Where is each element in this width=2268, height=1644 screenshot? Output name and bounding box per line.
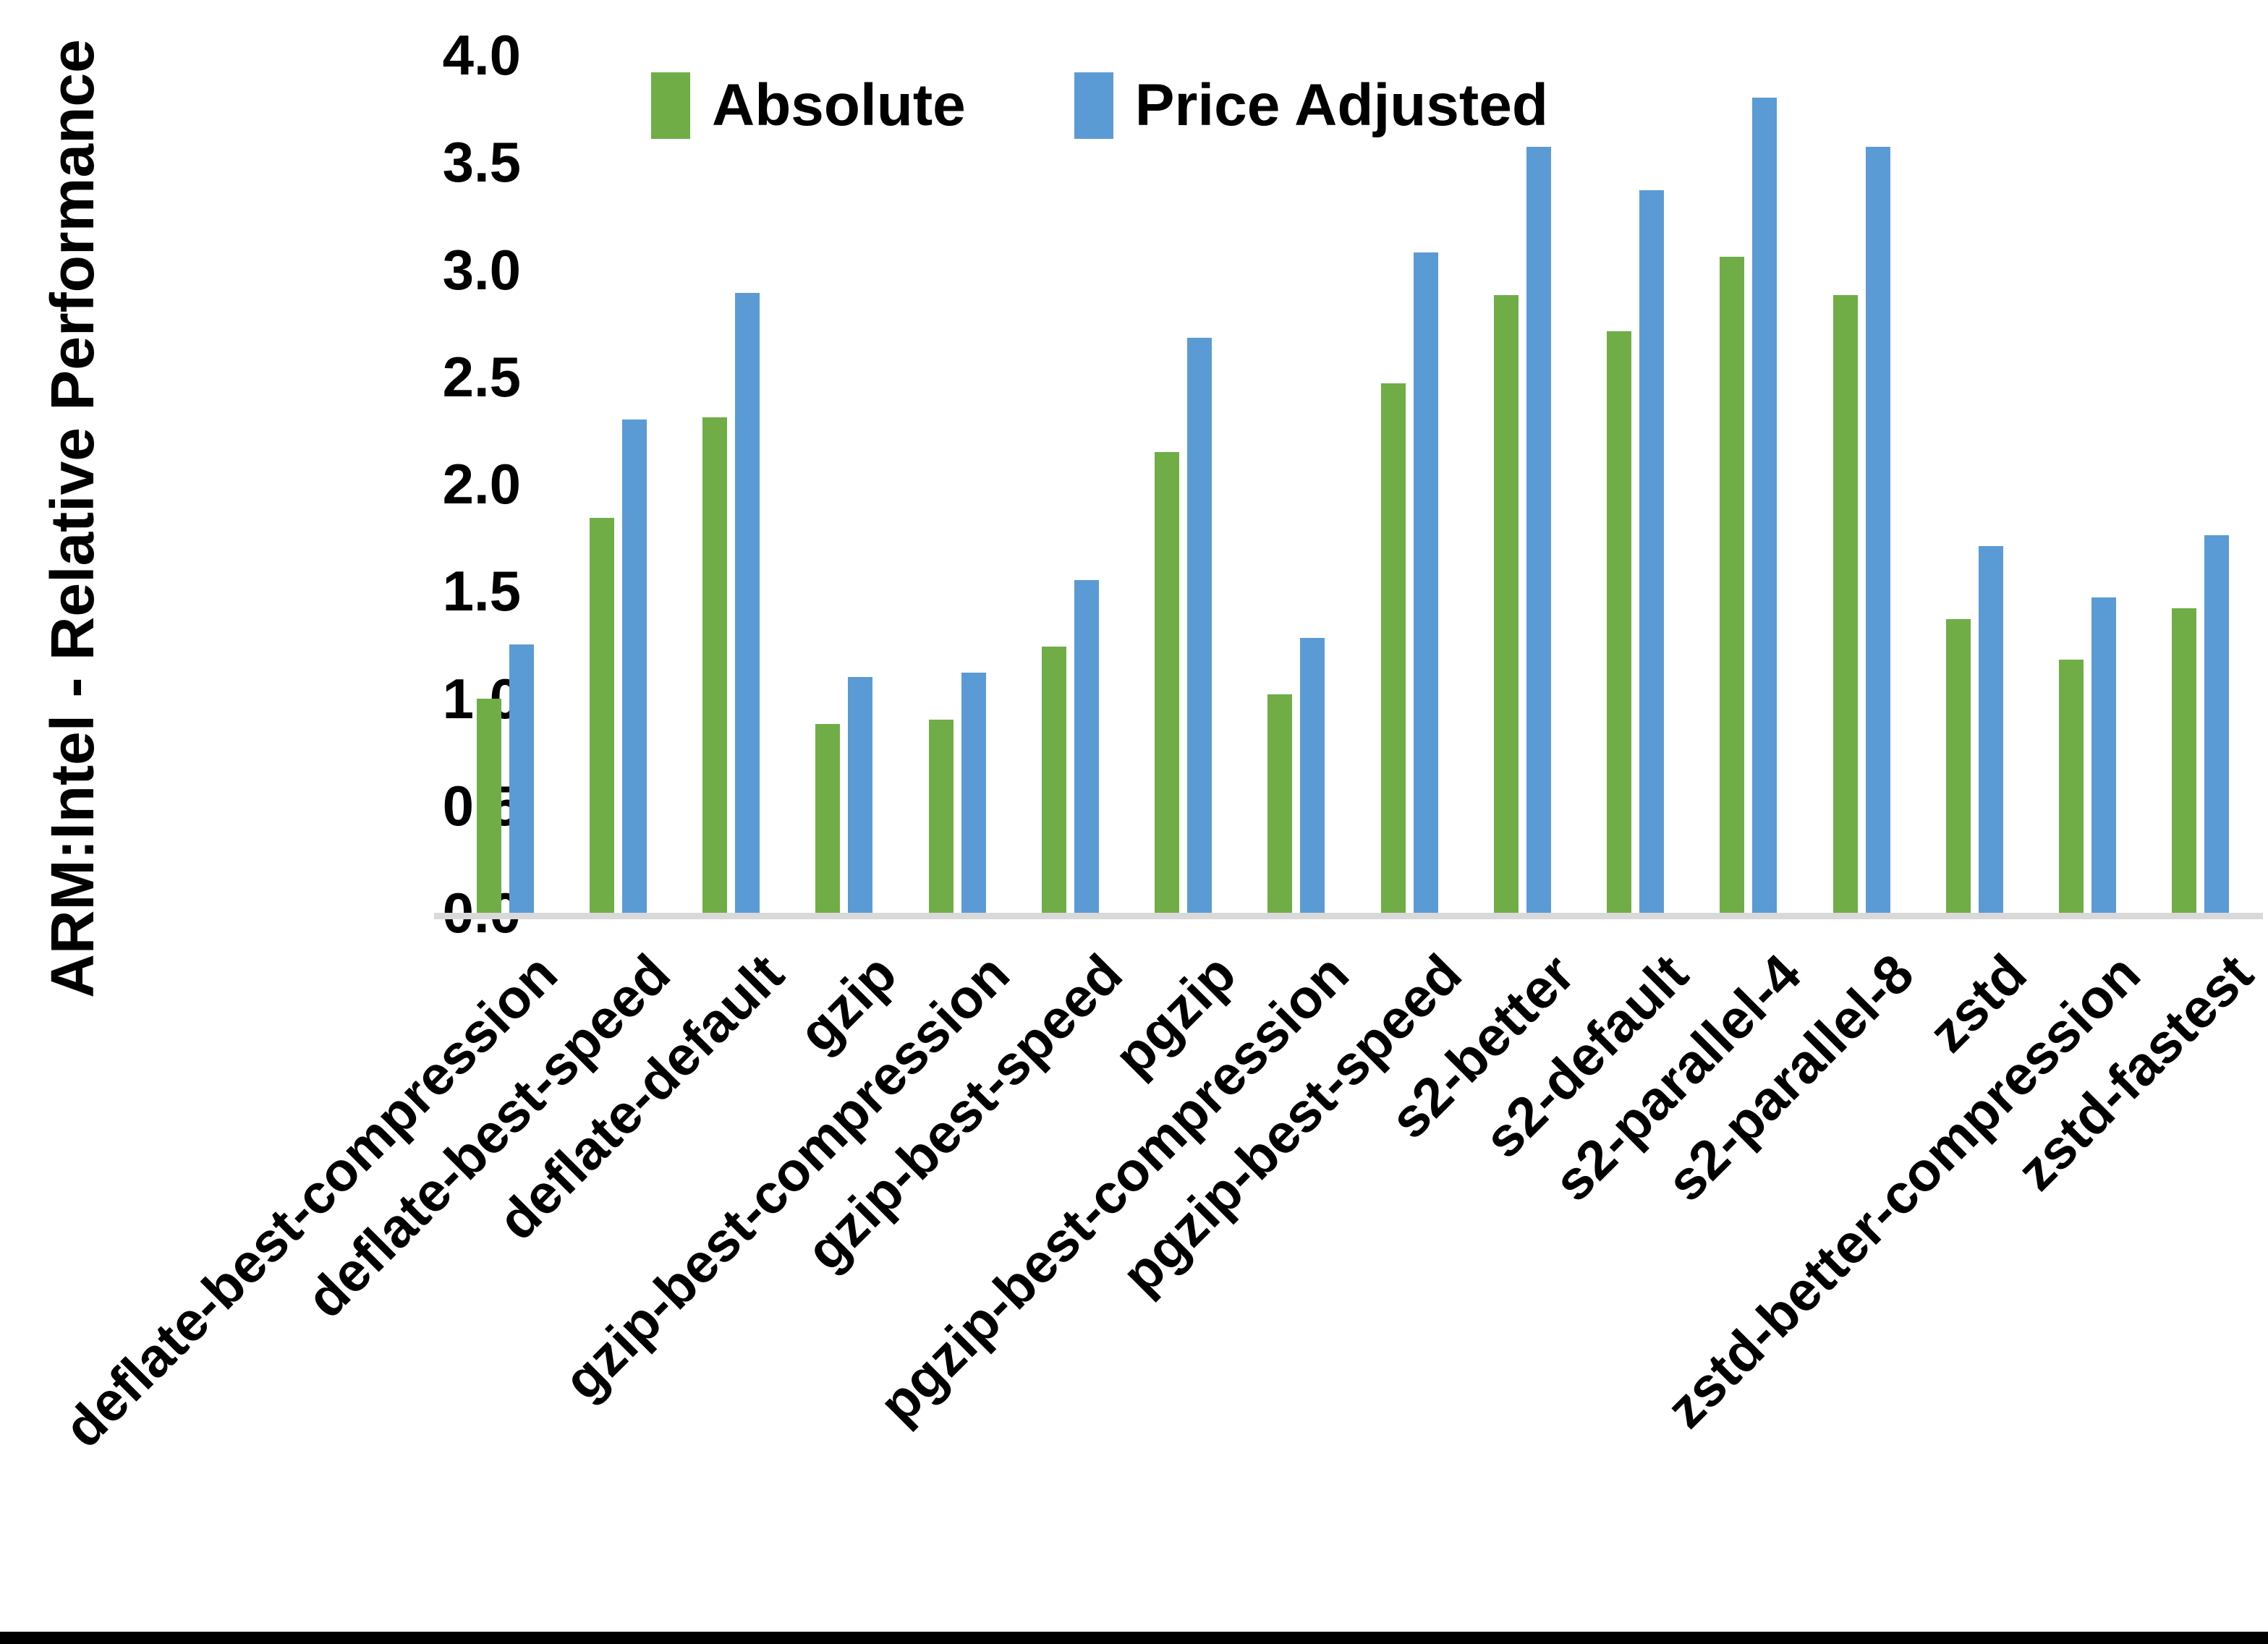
legend: Absolute Price Adjusted	[651, 72, 1548, 139]
bar-absolute-deflate-best-compression	[476, 698, 501, 913]
bar-price-adjusted-s2-parallel-4	[1752, 98, 1778, 913]
bar-price-adjusted-deflate-best-compression	[509, 644, 534, 913]
legend-item-absolute: Absolute	[651, 72, 966, 139]
bar-price-adjusted-gzip	[848, 676, 873, 913]
bar-price-adjusted-pgzip-best-compression	[1300, 638, 1325, 913]
x-axis-line	[434, 913, 2263, 919]
bar-absolute-gzip	[815, 724, 841, 913]
bar-price-adjusted-pgzip-best-speed	[1413, 252, 1438, 913]
y-tick-label-2.5: 2.5	[442, 344, 521, 409]
bar-price-adjusted-gzip-best-compression	[961, 672, 986, 913]
bar-price-adjusted-zstd-better-compression	[2091, 597, 2117, 913]
bar-price-adjusted-s2-parallel-8	[1865, 147, 1890, 913]
bar-price-adjusted-zstd	[1978, 545, 2003, 913]
bar-absolute-pgzip-best-compression	[1267, 694, 1293, 913]
y-tick-label-3.0: 3.0	[442, 237, 521, 302]
y-tick-label-4.0: 4.0	[442, 23, 521, 87]
bar-absolute-pgzip	[1155, 451, 1180, 913]
bar-price-adjusted-zstd-fastest	[2204, 535, 2230, 913]
y-tick-label-1.5: 1.5	[442, 559, 521, 623]
bar-absolute-gzip-best-compression	[928, 720, 954, 913]
legend-item-price-adjusted: Price Adjusted	[1074, 72, 1548, 139]
bar-price-adjusted-deflate-best-speed	[621, 419, 647, 913]
bar-price-adjusted-pgzip	[1187, 338, 1212, 913]
y-tick-label-2.0: 2.0	[442, 452, 521, 516]
y-tick-label-3.5: 3.5	[442, 130, 521, 195]
bar-price-adjusted-gzip-best-speed	[1074, 580, 1099, 913]
legend-swatch-price-adjusted-icon	[1074, 72, 1113, 139]
bar-absolute-gzip-best-speed	[1041, 647, 1066, 913]
bar-absolute-s2-better	[1493, 295, 1519, 913]
bar-absolute-zstd-better-compression	[2059, 660, 2084, 913]
bar-price-adjusted-s2-default	[1639, 189, 1665, 913]
bar-price-adjusted-s2-better	[1526, 147, 1551, 913]
legend-label-absolute: Absolute	[712, 72, 966, 138]
bar-absolute-s2-parallel-8	[1832, 295, 1858, 913]
bar-absolute-zstd	[1945, 618, 1971, 913]
bottom-border-bar	[0, 1632, 2268, 1644]
bar-absolute-pgzip-best-speed	[1380, 383, 1406, 913]
bar-absolute-deflate-best-speed	[589, 518, 614, 913]
legend-label-price-adjusted: Price Adjusted	[1134, 72, 1548, 138]
bar-absolute-deflate-default	[702, 417, 728, 913]
bar-price-adjusted-deflate-default	[735, 293, 760, 913]
legend-swatch-absolute-icon	[651, 72, 690, 139]
bar-absolute-s2-parallel-4	[1720, 256, 1745, 913]
bar-absolute-zstd-fastest	[2172, 608, 2197, 913]
bar-absolute-s2-default	[1607, 331, 1632, 913]
